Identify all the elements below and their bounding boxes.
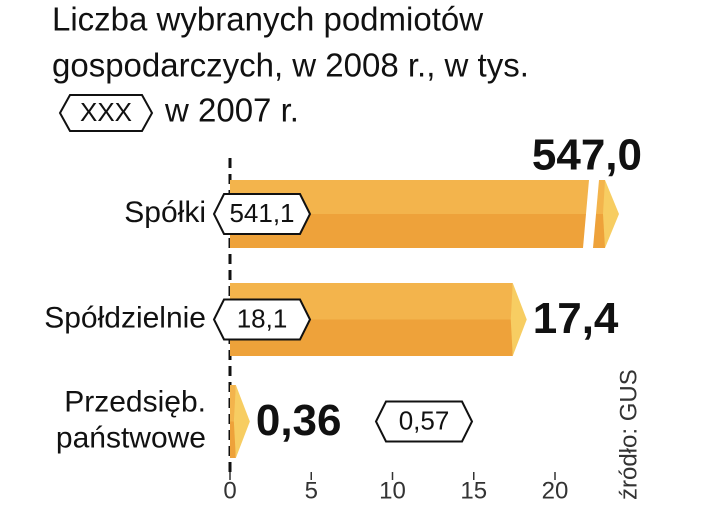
x-tick-label: 10: [379, 477, 406, 504]
bar: [230, 180, 619, 248]
prev-label-box: [212, 193, 312, 235]
y-tick-label: Spółdzielnie: [44, 301, 206, 334]
x-tick-label: 0: [223, 477, 236, 504]
x-tick-label: 20: [542, 477, 569, 504]
chart-title: Liczba wybranych podmiotów: [52, 1, 483, 38]
bar: [230, 385, 250, 458]
value-label: 0,36: [256, 396, 342, 445]
y-tick-label: Spółki: [124, 196, 206, 229]
bar: [230, 283, 527, 356]
x-tick-label: 5: [305, 477, 318, 504]
source: źródło: GUS: [615, 369, 642, 500]
legend-symbol: [58, 94, 154, 132]
y-tick-label: Przedsięb. państwowe: [56, 385, 206, 454]
prev-label-box: [374, 400, 474, 443]
value-label: 547,0: [532, 131, 642, 180]
prev-value-label: 0,57: [399, 405, 450, 435]
value-label: 17,4: [533, 294, 619, 343]
legend-symbol-label: XXX: [80, 97, 132, 127]
prev-label-box: [212, 298, 312, 341]
prev-value-label: 541,1: [229, 198, 294, 228]
prev-value-label: 18,1: [237, 303, 288, 333]
legend-text: w 2007 r.: [164, 92, 299, 129]
x-tick-label: 15: [460, 477, 487, 504]
chart-title: gospodarczych, w 2008 r., w tys.: [52, 47, 529, 84]
